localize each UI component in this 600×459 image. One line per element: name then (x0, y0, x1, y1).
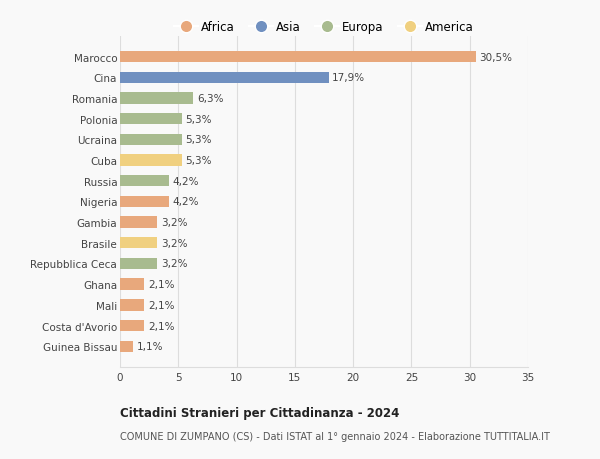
Bar (120, 155, 182, 166)
Bar (120, 341, 133, 352)
Text: 5,3%: 5,3% (185, 156, 212, 166)
Bar (120, 134, 182, 146)
Text: 4,2%: 4,2% (172, 176, 199, 186)
Bar (120, 279, 145, 290)
Bar (120, 238, 157, 249)
Text: 5,3%: 5,3% (185, 135, 212, 145)
Text: 2,1%: 2,1% (148, 280, 175, 290)
Text: COMUNE DI ZUMPANO (CS) - Dati ISTAT al 1° gennaio 2024 - Elaborazione TUTTITALIA: COMUNE DI ZUMPANO (CS) - Dati ISTAT al 1… (120, 431, 550, 442)
Text: 4,2%: 4,2% (172, 197, 199, 207)
Bar (120, 320, 145, 331)
Text: 2,1%: 2,1% (148, 300, 175, 310)
Text: 30,5%: 30,5% (479, 52, 512, 62)
Text: 5,3%: 5,3% (185, 114, 212, 124)
Bar (120, 52, 476, 63)
Bar (120, 176, 169, 187)
Text: 1,1%: 1,1% (136, 341, 163, 352)
Legend: Africa, Asia, Europa, America: Africa, Asia, Europa, America (169, 16, 479, 39)
Text: 6,3%: 6,3% (197, 94, 223, 104)
Text: 2,1%: 2,1% (148, 321, 175, 331)
Bar (120, 196, 169, 207)
Bar (120, 258, 157, 269)
Text: 17,9%: 17,9% (332, 73, 365, 83)
Bar (120, 73, 329, 84)
Bar (120, 93, 193, 104)
Text: 3,2%: 3,2% (161, 218, 187, 228)
Bar (120, 300, 145, 311)
Bar (120, 217, 157, 228)
Text: Cittadini Stranieri per Cittadinanza - 2024: Cittadini Stranieri per Cittadinanza - 2… (120, 406, 400, 419)
Bar (120, 114, 182, 125)
Text: 3,2%: 3,2% (161, 238, 187, 248)
Text: 3,2%: 3,2% (161, 259, 187, 269)
